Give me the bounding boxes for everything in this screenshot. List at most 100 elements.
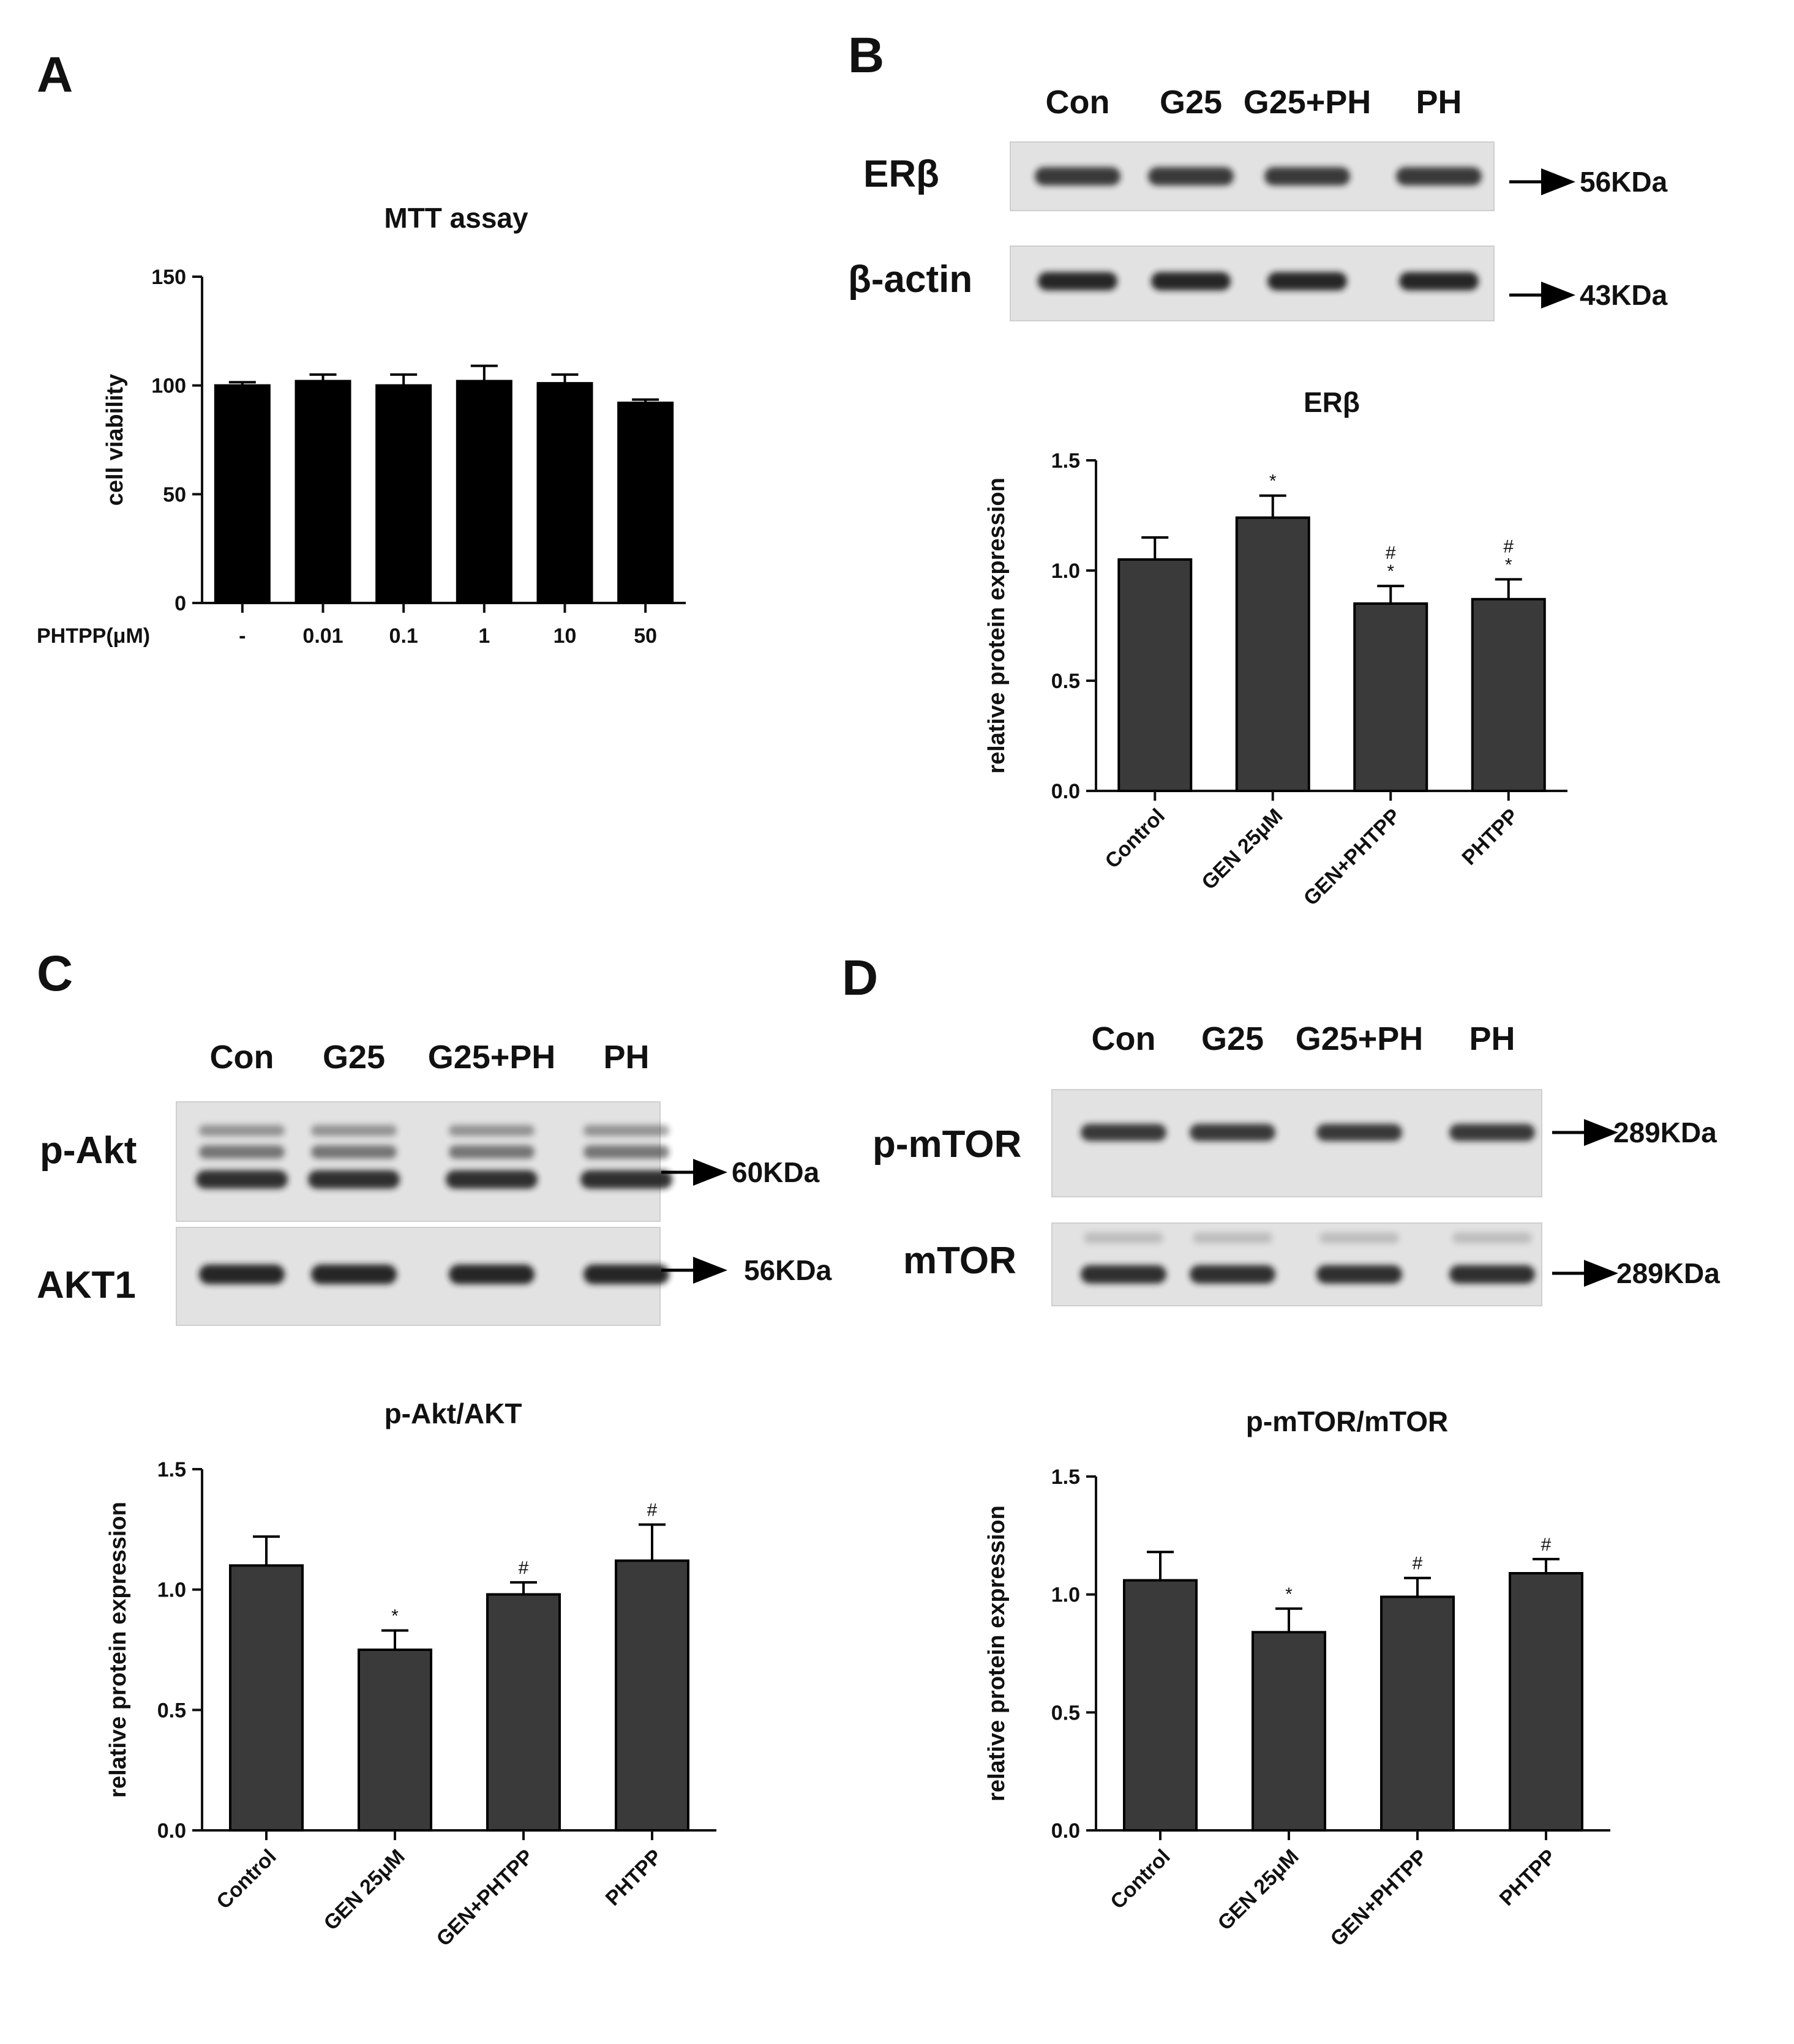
molecular-weight-label: 289KDa [1616, 1257, 1720, 1289]
significance-label: # [519, 1558, 529, 1578]
y-tick-label: 100 [151, 375, 186, 398]
arrow-head-icon [1584, 1260, 1618, 1287]
bar [358, 1649, 432, 1832]
blot-band [1264, 167, 1350, 185]
category-label: - [239, 624, 246, 648]
protein-label: ERβ [863, 153, 939, 195]
blot-band [1035, 167, 1120, 185]
arrow-head-icon [693, 1257, 727, 1284]
chart-pmtor-mtor: p-mTOR/mTOR relative protein expression 0.… [984, 1406, 1610, 1951]
panel-letter-a: A [37, 47, 73, 103]
significance-label: # * [1503, 536, 1514, 575]
blot-band [449, 1145, 535, 1159]
category-label: 1 [478, 624, 490, 648]
lane-label: G25 [1160, 84, 1222, 121]
y-tick-label: 0.0 [1051, 780, 1080, 803]
protein-label: AKT1 [37, 1264, 136, 1306]
lane-label: G25 [323, 1039, 385, 1076]
y-tick-label: 50 [163, 483, 186, 506]
blot-band [446, 1170, 538, 1189]
y-tick-label: 0 [175, 592, 186, 615]
significance-label: # [1541, 1535, 1552, 1555]
bar [456, 380, 512, 604]
bar [1380, 1595, 1455, 1832]
y-axis-label: relative protein expression [984, 477, 1010, 774]
blot-band [584, 1125, 669, 1136]
blot-band [584, 1264, 669, 1284]
significance-label: * [1285, 1584, 1293, 1604]
y-tick-label: 150 [151, 266, 186, 289]
blot-strip-border [1010, 245, 1495, 321]
bar [615, 1559, 689, 1832]
category-label: GEN+PHTPP [1326, 1845, 1432, 1951]
protein-label: β-actin [848, 258, 972, 301]
category-label: PHTPP [1495, 1845, 1561, 1911]
panel-letter-d: D [842, 950, 878, 1006]
y-tick-label: 0.5 [1051, 1701, 1080, 1724]
arrow-head-icon [1541, 168, 1575, 195]
blot-band [1399, 272, 1479, 291]
blot-band [1449, 1265, 1535, 1284]
y-tick-label: 1.5 [157, 1458, 186, 1481]
y-tick-label: 1.0 [1051, 560, 1080, 583]
lane-label: Con [210, 1039, 274, 1076]
arrow-head-icon [693, 1159, 727, 1186]
y-tick-label: 1.5 [1051, 449, 1080, 473]
bar [1123, 1579, 1198, 1832]
blot-band [1081, 1265, 1166, 1284]
y-axis-label: relative protein expression [105, 1502, 131, 1798]
bar [486, 1593, 561, 1832]
blot-band [1084, 1232, 1163, 1244]
blot-strip-border [1010, 141, 1495, 211]
blot-band [1193, 1232, 1272, 1244]
chart-title: MTT assay [384, 202, 528, 234]
blot-band [311, 1264, 397, 1284]
category-label: GEN 25μM [1214, 1845, 1304, 1935]
blot-band [1081, 1124, 1166, 1141]
blot-band [199, 1125, 285, 1136]
blot-band [449, 1125, 535, 1136]
arrow-head-icon [1584, 1119, 1618, 1146]
bar [1509, 1571, 1583, 1832]
category-label: PHTPP [601, 1845, 667, 1911]
blot-band [196, 1170, 288, 1189]
y-tick-label: 1.0 [157, 1579, 186, 1602]
significance-label: # * [1386, 543, 1396, 582]
blot-band [199, 1145, 285, 1159]
blot-band [1190, 1124, 1275, 1141]
protein-label: p-Akt [40, 1129, 137, 1172]
category-label: Control [1106, 1845, 1174, 1914]
y-tick-label: 0.5 [157, 1699, 186, 1722]
panel-letter-b: B [848, 28, 884, 83]
blot-band [1319, 1232, 1399, 1244]
blot-band [1148, 167, 1234, 185]
category-label: 10 [554, 624, 577, 648]
molecular-weight-label: 43KDa [1580, 279, 1668, 311]
western-blot-c: Con G25 G25+PH PH p-Akt 60KDa AKT1 56KDa [37, 1039, 832, 1326]
blot-band [199, 1264, 285, 1284]
bar [1471, 597, 1546, 792]
bar [1252, 1631, 1326, 1832]
lane-label: G25+PH [1244, 84, 1372, 121]
blot-band [1190, 1265, 1275, 1284]
y-axis-label: cell viability [102, 374, 128, 506]
blot-band [1316, 1124, 1402, 1141]
lane-label: G25+PH [428, 1039, 556, 1076]
category-label: Control [1101, 804, 1169, 873]
blot-strip-border [176, 1101, 661, 1222]
category-label: GEN 25μM [320, 1845, 410, 1935]
y-tick-label: 1.5 [1051, 1466, 1080, 1489]
lane-label: Con [1046, 84, 1110, 121]
chart-title: p-Akt/AKT [385, 1398, 522, 1429]
blot-band [1316, 1265, 1402, 1284]
x-axis-title: PHTPP(μM) [37, 624, 150, 648]
blot-band [584, 1145, 669, 1159]
molecular-weight-label: 56KDa [1580, 166, 1668, 198]
lane-label: PH [603, 1039, 649, 1076]
chart-erb: ERβ relative protein expression 0.0 0.5 1.0 1… [984, 386, 1567, 910]
chart-title: p-mTOR/mTOR [1246, 1406, 1449, 1437]
blot-band [1396, 167, 1482, 185]
category-label: 0.01 [302, 624, 343, 648]
